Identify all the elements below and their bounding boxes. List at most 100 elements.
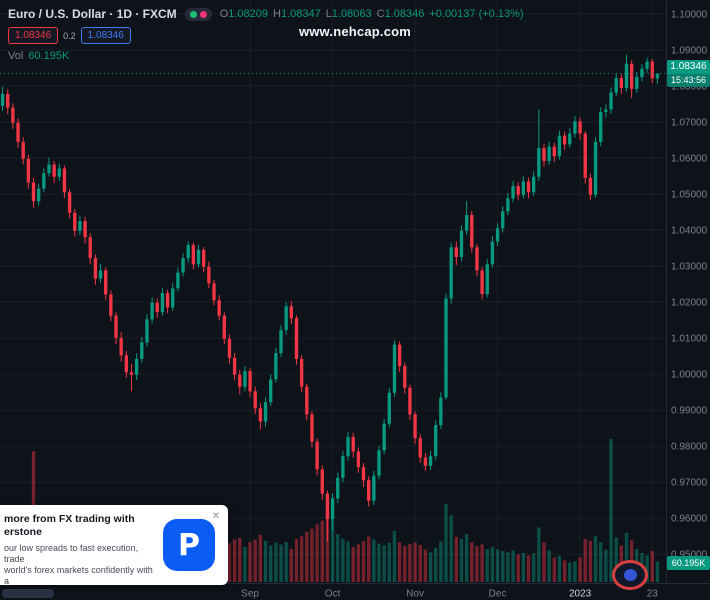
- candle-body: [640, 68, 644, 78]
- candle-body: [526, 181, 531, 193]
- volume-bar: [511, 550, 515, 582]
- candle-body: [98, 270, 103, 279]
- volume-bar: [258, 534, 263, 582]
- volume-bar: [315, 524, 319, 582]
- volume-bar: [356, 544, 361, 582]
- price-tick-label: 1.09000: [671, 46, 708, 57]
- volume-bar: [289, 548, 294, 582]
- candle-body: [382, 423, 386, 451]
- candle-body: [62, 168, 67, 193]
- ad-title-line1: more from FX trading with: [4, 513, 135, 525]
- volume-bar: [614, 537, 618, 582]
- last-price-value: 1.08346: [667, 60, 710, 74]
- volume-bar: [330, 518, 335, 582]
- ad-close-icon[interactable]: ✕: [211, 511, 221, 522]
- candle-body: [21, 141, 25, 159]
- candle-body: [434, 425, 438, 457]
- volume-bar: [413, 542, 417, 582]
- candle-body: [42, 173, 46, 189]
- price-tick-label: 1.02000: [671, 298, 708, 309]
- volume-bar: [243, 546, 247, 582]
- volume-bar: [377, 543, 381, 582]
- high-label: H: [273, 8, 281, 20]
- candle-body: [444, 298, 448, 398]
- candle-body: [387, 392, 391, 424]
- candle-body: [124, 355, 129, 373]
- price-tick-label: 1.07000: [671, 118, 708, 129]
- volume-bar: [434, 547, 438, 582]
- candle-body: [366, 480, 371, 501]
- candle-body: [274, 353, 278, 380]
- price-tick-label: 1.08000: [671, 82, 708, 93]
- bottom-left-pill[interactable]: [2, 589, 54, 598]
- candle-body: [0, 93, 5, 106]
- candle-body: [315, 441, 319, 470]
- candle-body: [392, 344, 397, 393]
- candle-body: [351, 437, 355, 452]
- candle-body: [537, 147, 541, 177]
- price-tick-label: 1.04000: [671, 226, 708, 237]
- candle-body: [562, 135, 567, 145]
- volume-bar: [238, 537, 242, 582]
- price-tick-label: 0.99000: [671, 406, 708, 417]
- visibility-dot-icon: [189, 10, 197, 18]
- candle-body: [129, 372, 134, 375]
- volume-bar: [655, 561, 660, 582]
- price-tick-label: 1.10000: [671, 10, 708, 21]
- ad-banner[interactable]: more from FX trading with erstone our lo…: [0, 505, 228, 597]
- volume-bar: [464, 534, 469, 582]
- candle-body: [191, 245, 196, 265]
- candle-body: [346, 437, 350, 457]
- volume-bar: [609, 439, 613, 582]
- candle-body: [83, 221, 87, 238]
- candle-body: [176, 272, 180, 289]
- buy-price-badge[interactable]: 1.08346: [80, 27, 131, 44]
- candle-body: [47, 164, 51, 174]
- candle-body: [588, 177, 593, 195]
- candle-body: [31, 182, 36, 202]
- candle-body: [165, 293, 170, 308]
- volume-label: Vol: [8, 50, 24, 62]
- candle-body: [501, 211, 505, 229]
- volume-bar: [470, 542, 474, 582]
- volume-bar: [506, 552, 510, 582]
- ad-logo-box: P: [158, 514, 220, 576]
- volume-bar: [583, 538, 587, 582]
- candle-body: [294, 318, 299, 359]
- candle-body: [284, 306, 288, 331]
- volume-bar: [253, 539, 257, 582]
- price-scale[interactable]: 1.08346 15:43:56 60.195K: [666, 0, 710, 583]
- volume-bar: [573, 561, 577, 582]
- ad-body-line1: our low spreads to fast execution, trade: [4, 543, 139, 564]
- candle-body: [557, 135, 562, 157]
- candle-body: [232, 357, 237, 375]
- symbol-title[interactable]: Euro / U.S. Dollar · 1D · FXCM: [8, 7, 177, 21]
- candle-body: [93, 258, 98, 279]
- candle-body: [650, 61, 654, 79]
- candle-body: [506, 198, 510, 212]
- volume-bar: [480, 544, 484, 582]
- volume-bar: [346, 541, 350, 582]
- candle-body: [227, 338, 232, 358]
- volume-bar: [562, 560, 567, 582]
- volume-bar: [645, 555, 649, 582]
- candle-body: [222, 315, 226, 339]
- candle-body: [511, 186, 515, 199]
- candle-body: [36, 188, 41, 202]
- candle-body: [397, 344, 402, 367]
- volume-bar: [624, 532, 629, 582]
- sell-price-badge[interactable]: 1.08346: [8, 27, 59, 44]
- candle-body: [140, 342, 144, 359]
- volume-bar: [284, 541, 288, 582]
- candle-body: [356, 451, 361, 467]
- candle-body: [629, 63, 634, 89]
- candle-body: [217, 300, 221, 316]
- candle-body: [470, 214, 474, 248]
- candle-body: [305, 386, 309, 415]
- candle-body: [238, 374, 242, 387]
- candle-body: [439, 397, 443, 426]
- ad-title-line2: erstone: [4, 526, 42, 538]
- series-toggle-pill[interactable]: [184, 7, 212, 21]
- ad-text: more from FX trading with erstone our lo…: [4, 513, 154, 598]
- volume-bar: [372, 539, 376, 582]
